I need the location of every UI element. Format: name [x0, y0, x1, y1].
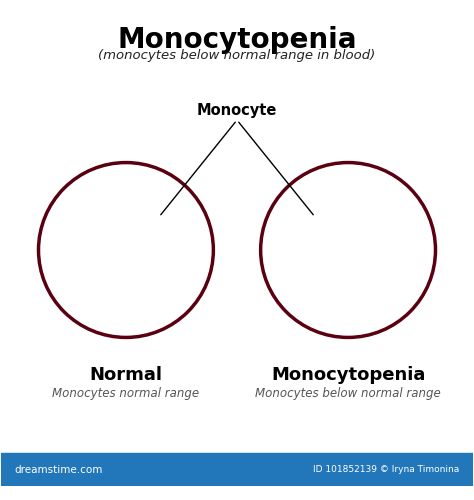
Circle shape: [308, 176, 351, 220]
Circle shape: [149, 258, 188, 298]
Circle shape: [38, 162, 187, 311]
Ellipse shape: [152, 292, 159, 302]
Circle shape: [285, 239, 326, 280]
Circle shape: [156, 195, 172, 210]
Text: Monocytopenia: Monocytopenia: [271, 366, 425, 384]
Circle shape: [93, 236, 121, 264]
Circle shape: [297, 199, 333, 235]
Circle shape: [109, 243, 143, 276]
Ellipse shape: [157, 212, 164, 222]
Circle shape: [63, 272, 104, 313]
Text: Monocytes below normal range: Monocytes below normal range: [255, 387, 441, 400]
Ellipse shape: [147, 290, 158, 304]
Text: Monocyte: Monocyte: [197, 102, 277, 118]
Circle shape: [370, 244, 402, 276]
Circle shape: [118, 251, 135, 268]
Circle shape: [364, 186, 408, 229]
Bar: [0, 453, 474, 486]
Circle shape: [81, 176, 124, 220]
Circle shape: [269, 199, 304, 235]
Circle shape: [49, 173, 177, 300]
Text: ID 101852139 © Iryna Timonina: ID 101852139 © Iryna Timonina: [313, 466, 459, 474]
Circle shape: [50, 222, 88, 260]
Text: dreamstime.com: dreamstime.com: [15, 465, 103, 475]
Circle shape: [140, 198, 178, 236]
Circle shape: [104, 237, 148, 282]
Circle shape: [377, 251, 394, 268]
Circle shape: [143, 182, 184, 223]
Circle shape: [261, 162, 436, 338]
Circle shape: [310, 287, 349, 327]
Ellipse shape: [152, 210, 163, 224]
Circle shape: [372, 292, 400, 321]
Circle shape: [100, 242, 114, 258]
Circle shape: [55, 226, 83, 254]
Ellipse shape: [393, 283, 407, 292]
Circle shape: [271, 173, 399, 300]
Circle shape: [122, 293, 159, 330]
Circle shape: [315, 292, 344, 322]
Circle shape: [94, 190, 110, 206]
Circle shape: [149, 188, 179, 218]
Circle shape: [261, 162, 409, 311]
Circle shape: [340, 266, 356, 281]
Text: Monocytopenia: Monocytopenia: [117, 26, 357, 54]
Ellipse shape: [91, 220, 101, 233]
Text: Monocytes normal range: Monocytes normal range: [52, 387, 200, 400]
Circle shape: [75, 284, 91, 300]
Circle shape: [321, 299, 337, 314]
Circle shape: [38, 162, 213, 338]
Circle shape: [133, 304, 147, 318]
Ellipse shape: [313, 212, 320, 222]
Circle shape: [321, 190, 337, 206]
Circle shape: [0, 21, 355, 479]
Circle shape: [127, 298, 154, 325]
Circle shape: [298, 252, 313, 268]
Ellipse shape: [134, 221, 146, 232]
Circle shape: [137, 280, 172, 315]
Circle shape: [364, 238, 408, 281]
Text: (monocytes below normal range in blood): (monocytes below normal range in blood): [99, 49, 375, 62]
Circle shape: [327, 252, 369, 294]
Circle shape: [88, 231, 126, 269]
Ellipse shape: [346, 216, 359, 227]
Circle shape: [119, 21, 474, 479]
Ellipse shape: [171, 288, 185, 298]
Circle shape: [332, 258, 364, 289]
Circle shape: [377, 199, 394, 216]
Circle shape: [86, 182, 118, 214]
Circle shape: [68, 278, 99, 308]
Circle shape: [154, 264, 183, 293]
Circle shape: [280, 210, 293, 224]
Circle shape: [313, 182, 345, 214]
Circle shape: [273, 204, 300, 230]
Circle shape: [161, 270, 176, 286]
Ellipse shape: [308, 210, 319, 224]
Circle shape: [291, 244, 320, 274]
Circle shape: [62, 233, 77, 248]
Circle shape: [80, 208, 116, 244]
Circle shape: [367, 288, 405, 326]
Circle shape: [370, 192, 402, 224]
Ellipse shape: [96, 222, 102, 232]
Text: Normal: Normal: [90, 366, 163, 384]
Circle shape: [379, 300, 393, 314]
